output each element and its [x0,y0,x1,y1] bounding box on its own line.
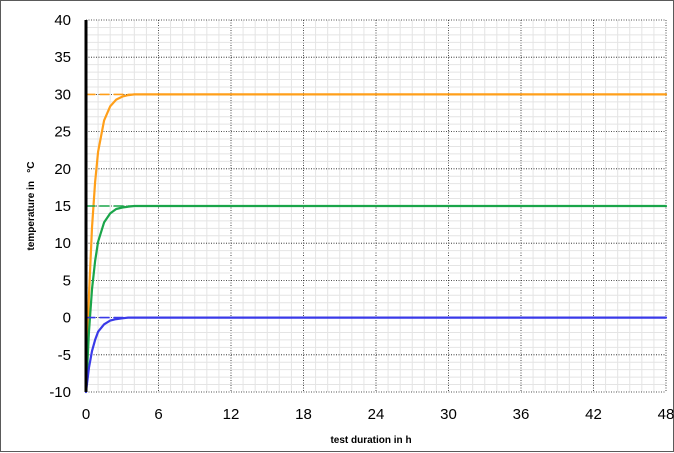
x-tick-label: 18 [295,406,312,423]
temperature-curve-1 [84,204,668,394]
x-tick-label: 12 [223,406,240,423]
x-tick-labels: 0 6 12 18 24 30 36 42 48 [82,406,674,423]
x-tick-label: 6 [154,406,162,423]
y-tick-label: 10 [54,235,71,252]
y-tick-label: 20 [54,161,71,178]
y-tick-label: 35 [54,49,71,66]
y-tick-label: 5 [63,272,71,289]
y-tick-label: 30 [54,86,71,103]
y-tick-label: -10 [49,384,71,401]
x-tick-label: 48 [658,406,674,423]
series-lines [84,93,668,394]
x-tick-label: 0 [82,406,90,423]
y-tick-label: 25 [54,124,71,141]
y-tick-label: 40 [54,12,71,29]
y-axis-title: temperature in °C [26,161,37,250]
x-tick-label: 42 [585,406,602,423]
x-tick-label: 30 [440,406,457,423]
x-tick-label: 24 [368,406,385,423]
y-tick-labels: -10 -5 0 5 10 15 20 25 30 35 40 [49,12,71,401]
x-tick-label: 36 [513,406,530,423]
y-tick-label: 15 [54,198,71,215]
x-axis-title: test duration in h [330,435,411,446]
y-tick-label: -5 [58,347,71,364]
y-tick-label: 0 [63,310,71,327]
